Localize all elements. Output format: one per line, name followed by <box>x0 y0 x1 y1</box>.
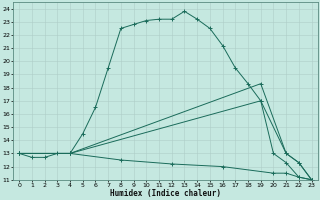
X-axis label: Humidex (Indice chaleur): Humidex (Indice chaleur) <box>110 189 221 198</box>
